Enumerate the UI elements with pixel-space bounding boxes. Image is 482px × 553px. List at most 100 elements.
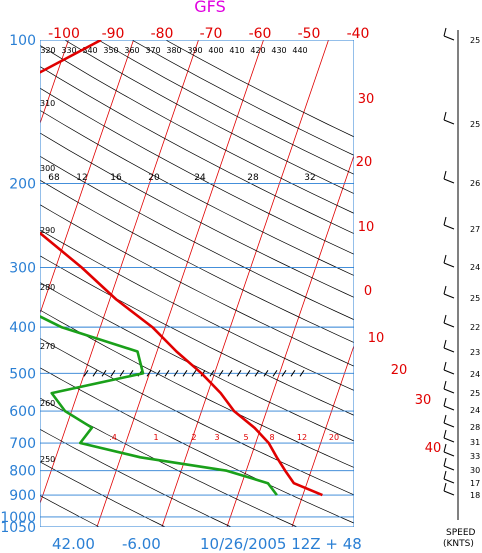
wind-barb-flag (443, 314, 447, 324)
wind-barb (443, 347, 455, 353)
wind-barb-flag (443, 216, 447, 226)
mixing-ratio-label: 20 (148, 173, 160, 183)
theta-label: 340 (82, 46, 97, 55)
wind-barb-flag (443, 27, 447, 37)
hatch-mark (119, 370, 125, 377)
theta-side-label: 280 (40, 283, 55, 292)
wind-barb (443, 262, 455, 268)
mixing-ratio-label: 12 (76, 173, 87, 183)
hatch-mark (209, 370, 215, 377)
pressure-tick-label: 900 (9, 488, 36, 504)
wind-barb (443, 293, 455, 299)
top-temperature-label: -80 (151, 26, 174, 42)
hatch-mark (227, 370, 233, 377)
wind-barb (443, 490, 455, 496)
theta-side-label: 250 (40, 455, 55, 464)
pressure-tick-label: 700 (9, 436, 36, 452)
hatch-mark (191, 370, 197, 377)
mixing-ratio-label: 5 (243, 433, 248, 442)
right-temperature-label: 20 (391, 363, 408, 378)
theta-side-label: 260 (40, 399, 55, 408)
wind-barb (443, 369, 455, 375)
hatch-mark (299, 370, 305, 377)
dry-adiabat-line (40, 179, 354, 343)
pressure-tick-label: 1000 (0, 510, 36, 526)
wind-barb (443, 422, 455, 428)
hatch-mark (173, 370, 179, 377)
hatch-mark (218, 370, 224, 377)
mixing-ratio-label: 68 (48, 173, 60, 183)
mixing-ratio-label: .4 (109, 433, 117, 442)
wind-barb (443, 35, 455, 41)
top-temperature-label: -40 (347, 26, 370, 42)
pressure-tick-label: 800 (9, 464, 36, 480)
wind-speed-label: 30 (470, 466, 480, 475)
wind-speed-label: 18 (470, 491, 480, 500)
dry-adiabat-line (40, 461, 166, 527)
hatch-mark (155, 370, 161, 377)
dry-adiabat-line (40, 204, 354, 367)
mixing-ratio-label: 8 (269, 433, 274, 442)
wind-barb-flag (443, 339, 447, 349)
pressure-tick-label: 100 (9, 33, 36, 49)
hatch-mark (281, 370, 287, 377)
wind-barb (443, 224, 455, 230)
theta-label: 380 (166, 46, 181, 55)
mixing-ratio-label: 3 (214, 433, 219, 442)
isotherm-line (40, 40, 134, 315)
mixing-ratio-label: 32 (304, 173, 315, 183)
hatch-mark (254, 370, 260, 377)
dry-adiabat-line (40, 132, 354, 298)
isotherm-line (0, 40, 4, 527)
dry-adiabat-line (40, 229, 354, 391)
theta-label: 410 (229, 46, 244, 55)
hatch-mark (92, 370, 98, 377)
theta-label: 390 (187, 46, 202, 55)
right-temperature-label: 40 (425, 441, 442, 456)
mixing-ratio-label: 24 (194, 173, 206, 183)
hatch-mark (110, 370, 116, 377)
model-title: GFS (194, 0, 225, 16)
theta-side-label: 290 (40, 226, 55, 235)
wind-speed-label: 24 (470, 370, 480, 379)
wind-speed-label: 17 (470, 479, 480, 488)
wind-barb-flag (443, 443, 447, 453)
wind-barb-flag (443, 457, 447, 467)
wind-speed-label: 24 (470, 406, 480, 415)
wind-speed-label: 25 (470, 294, 480, 303)
wind-barb-flag (443, 111, 447, 121)
wind-barb (443, 437, 455, 443)
theta-side-label: 310 (40, 99, 55, 108)
right-temperature-label: 20 (356, 155, 373, 170)
wind-speed-label: 28 (470, 423, 480, 432)
theta-label: 440 (292, 46, 307, 55)
mixing-ratio-label: 2 (191, 433, 196, 442)
pressure-tick-label: 400 (9, 320, 36, 336)
isotherm-line (357, 40, 482, 527)
wind-barb-flag (443, 380, 447, 390)
isotherm-line (40, 40, 199, 505)
dry-adiabat-line (40, 109, 354, 276)
temperature-profile (40, 40, 323, 497)
wind-barb (443, 119, 455, 125)
wind-barb (443, 465, 455, 471)
wind-speed-label: 33 (470, 452, 480, 461)
dewpoint-profile (40, 315, 278, 496)
isotherm-line (96, 40, 264, 527)
wind-speed-label: 26 (470, 179, 480, 188)
mixing-ratio-label: 28 (247, 173, 259, 183)
dry-adiabat-line (40, 87, 354, 255)
theta-label: 420 (250, 46, 265, 55)
hatch-mark (83, 370, 89, 377)
dry-adiabat-line (40, 309, 354, 468)
theta-side-label: 270 (40, 342, 55, 351)
wind-barb (443, 388, 455, 394)
pressure-tick-label: 300 (9, 261, 36, 277)
isotherm-line (291, 344, 354, 527)
footer-mid-value: -6.00 (122, 535, 161, 553)
dry-adiabat-line (0, 40, 33, 527)
wind-barb-flag (443, 397, 447, 407)
dry-adiabat-line (40, 428, 232, 527)
wind-barb-flag (443, 414, 447, 424)
